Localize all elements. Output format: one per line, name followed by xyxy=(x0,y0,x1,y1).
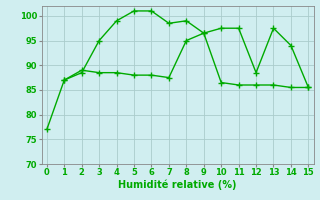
X-axis label: Humidité relative (%): Humidité relative (%) xyxy=(118,180,237,190)
